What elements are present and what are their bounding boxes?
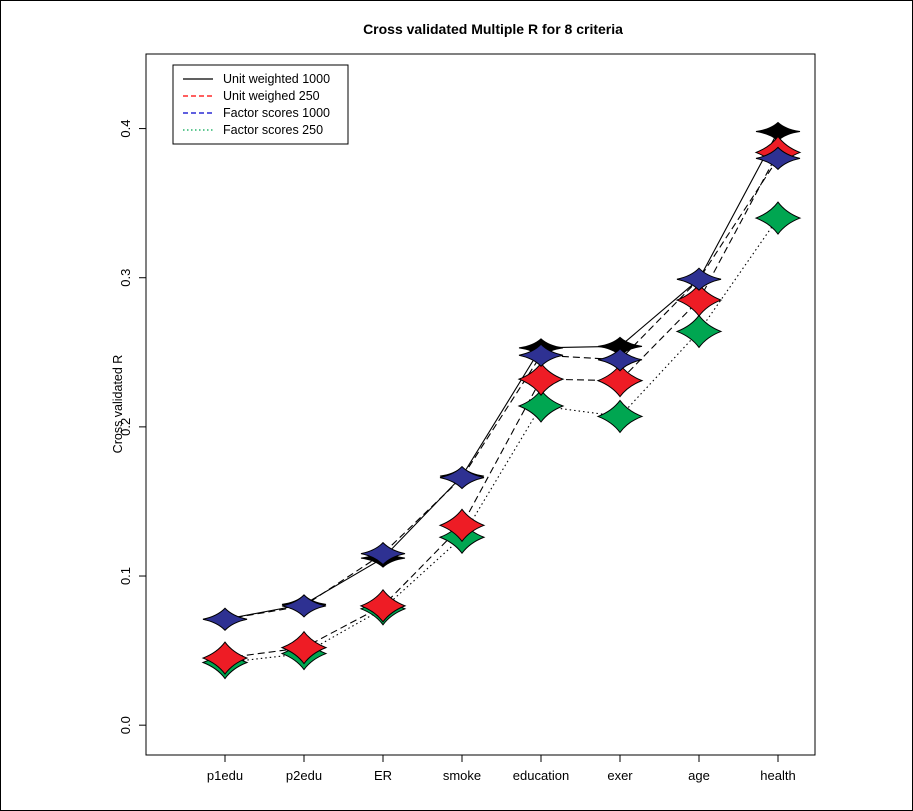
series-line	[224, 131, 779, 620]
x-tick-label: smoke	[443, 768, 481, 783]
x-axis: p1edu p2edu ER smoke education exer age health	[207, 754, 796, 783]
data-marker	[438, 508, 486, 543]
legend-label: Unit weighed 250	[223, 89, 320, 103]
x-tick-label: age	[688, 768, 710, 783]
legend-box	[172, 64, 349, 145]
chart-title: Cross validated Multiple R for 8 criteri…	[363, 21, 623, 37]
data-marker	[281, 594, 327, 618]
series-line	[224, 152, 779, 659]
data-marker	[517, 389, 565, 423]
x-tick-label: health	[760, 768, 795, 783]
series-markers	[201, 121, 802, 680]
x-tick-label: education	[513, 768, 569, 783]
data-marker	[596, 363, 644, 398]
data-marker	[280, 630, 328, 665]
y-tick-label: 0.4	[118, 120, 133, 138]
data-marker	[597, 336, 643, 357]
data-marker	[202, 607, 248, 631]
legend: Unit weighted 1000 Unit weighed 250 Factor…	[172, 64, 349, 145]
data-marker	[201, 641, 249, 675]
data-marker	[360, 541, 406, 566]
data-marker	[755, 121, 801, 142]
legend-label: Unit weighted 1000	[223, 72, 330, 86]
x-tick-label: exer	[607, 768, 633, 783]
y-tick-label: 0.0	[118, 716, 133, 734]
series-line	[224, 158, 779, 620]
series-lines	[224, 131, 779, 664]
data-marker	[518, 343, 564, 368]
y-axis-label: Cross validated R	[111, 355, 125, 454]
x-tick-label: ER	[374, 768, 392, 783]
data-marker	[675, 314, 723, 349]
data-marker	[439, 465, 485, 490]
data-marker	[359, 589, 407, 623]
y-tick-label: 0.1	[118, 567, 133, 585]
data-marker	[517, 362, 565, 396]
x-tick-label: p2edu	[286, 768, 322, 783]
data-marker	[755, 146, 801, 171]
x-tick-label: p1edu	[207, 768, 243, 783]
y-axis: 0.0 0.1 0.2 0.3 0.4	[118, 120, 147, 734]
legend-label: Factor scores 1000	[223, 106, 330, 120]
legend-label: Factor scores 250	[223, 123, 323, 137]
data-marker	[754, 201, 802, 235]
y-tick-label: 0.3	[118, 269, 133, 287]
data-marker	[597, 348, 643, 372]
y-tick-label: 0.2	[118, 418, 133, 436]
plot-area-border	[145, 53, 816, 756]
data-marker	[676, 267, 722, 291]
data-marker	[596, 399, 644, 434]
data-marker	[675, 283, 723, 317]
